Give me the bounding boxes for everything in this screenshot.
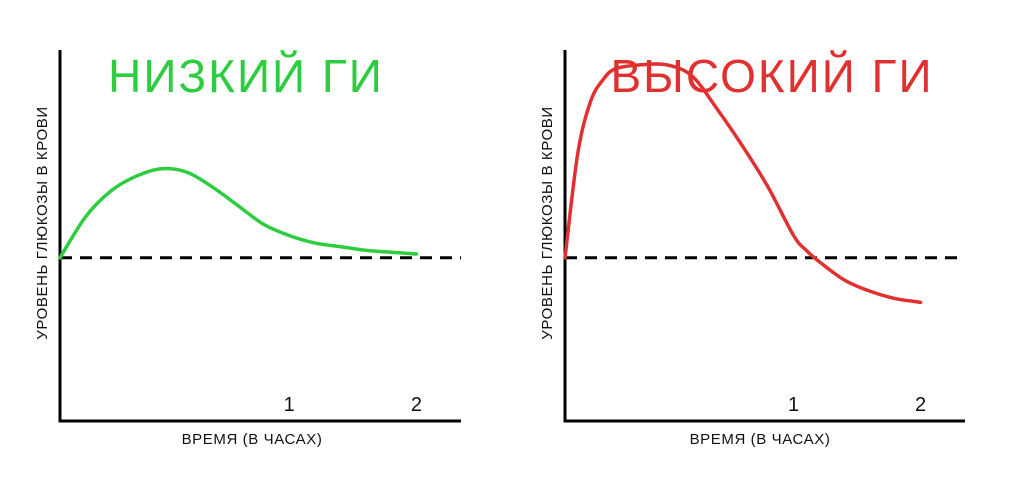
x-tick-2: 2 bbox=[915, 394, 926, 416]
y-axis-label: УРОВЕНЬ ГЛЮКОЗЫ В КРОВИ bbox=[539, 106, 556, 340]
chart-title-low-gi: НИЗКИЙ ГИ bbox=[108, 50, 384, 102]
chart-title-high-gi: ВЫСОКИЙ ГИ bbox=[610, 50, 933, 102]
x-tick-1: 1 bbox=[788, 394, 799, 416]
chart-high-gi: ВЫСОКИЙ ГИ УРОВЕНЬ ГЛЮКОЗЫ В КРОВИ ВРЕМЯ… bbox=[539, 50, 965, 448]
x-axis-label: ВРЕМЯ (В ЧАСАХ) bbox=[182, 431, 323, 448]
y-axis-label: УРОВЕНЬ ГЛЮКОЗЫ В КРОВИ bbox=[34, 106, 51, 340]
glucose-curve-high-gi bbox=[563, 62, 923, 305]
glucose-curve-low-gi bbox=[58, 166, 419, 260]
chart-low-gi: НИЗКИЙ ГИ УРОВЕНЬ ГЛЮКОЗЫ В КРОВИ ВРЕМЯ … bbox=[34, 50, 461, 448]
x-axis-label: ВРЕМЯ (В ЧАСАХ) bbox=[690, 431, 831, 448]
x-tick-2: 2 bbox=[411, 394, 422, 416]
x-tick-1: 1 bbox=[284, 394, 295, 416]
